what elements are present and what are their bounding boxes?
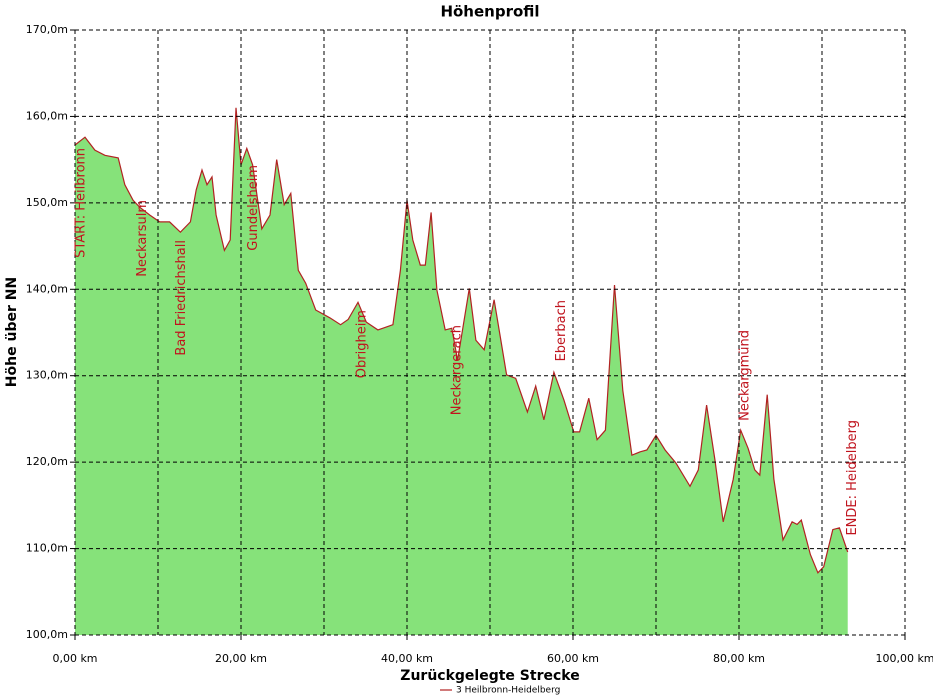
legend-label: 3 Heilbronn-Heidelberg [456,686,560,696]
x-axis-label: Zurückgelegte Strecke [400,668,579,684]
y-tick-label: 140,0m [26,282,68,295]
annotation: ENDE: Heidelberg [845,420,860,536]
y-axis-label: Höhe über NN [4,277,20,387]
x-tick-label: 0,00 km [52,652,97,665]
y-tick-label: 100,0m [26,628,68,641]
annotation: Bad Friedrichshall [174,240,189,356]
y-tick-label: 130,0m [26,369,68,382]
area-fill [75,107,848,636]
chart-title: Höhenprofil [440,3,539,21]
y-tick-label: 170,0m [26,23,68,36]
y-tick-label: 120,0m [26,455,68,468]
x-tick-label: 20,00 km [215,652,267,665]
y-tick-label: 160,0m [26,109,68,122]
y-tick-label: 110,0m [26,542,68,555]
annotation: Eberbach [554,300,569,361]
x-tick-label: 80,00 km [713,652,765,665]
annotation: START: Heilbronn [73,148,88,258]
x-tick-label: 40,00 km [381,652,433,665]
profile-line [74,107,849,574]
y-tick-label: 150,0m [26,196,68,209]
annotation: Neckargmünd [737,330,752,421]
annotation: Neckarsulm [135,200,150,277]
annotation: Gundelsheim [246,165,261,251]
annotation: Obrigheim [355,310,370,378]
x-tick-label: 100,00 km [875,652,933,665]
annotation: Neckargerach [449,325,464,415]
x-tick-label: 60,00 km [547,652,599,665]
